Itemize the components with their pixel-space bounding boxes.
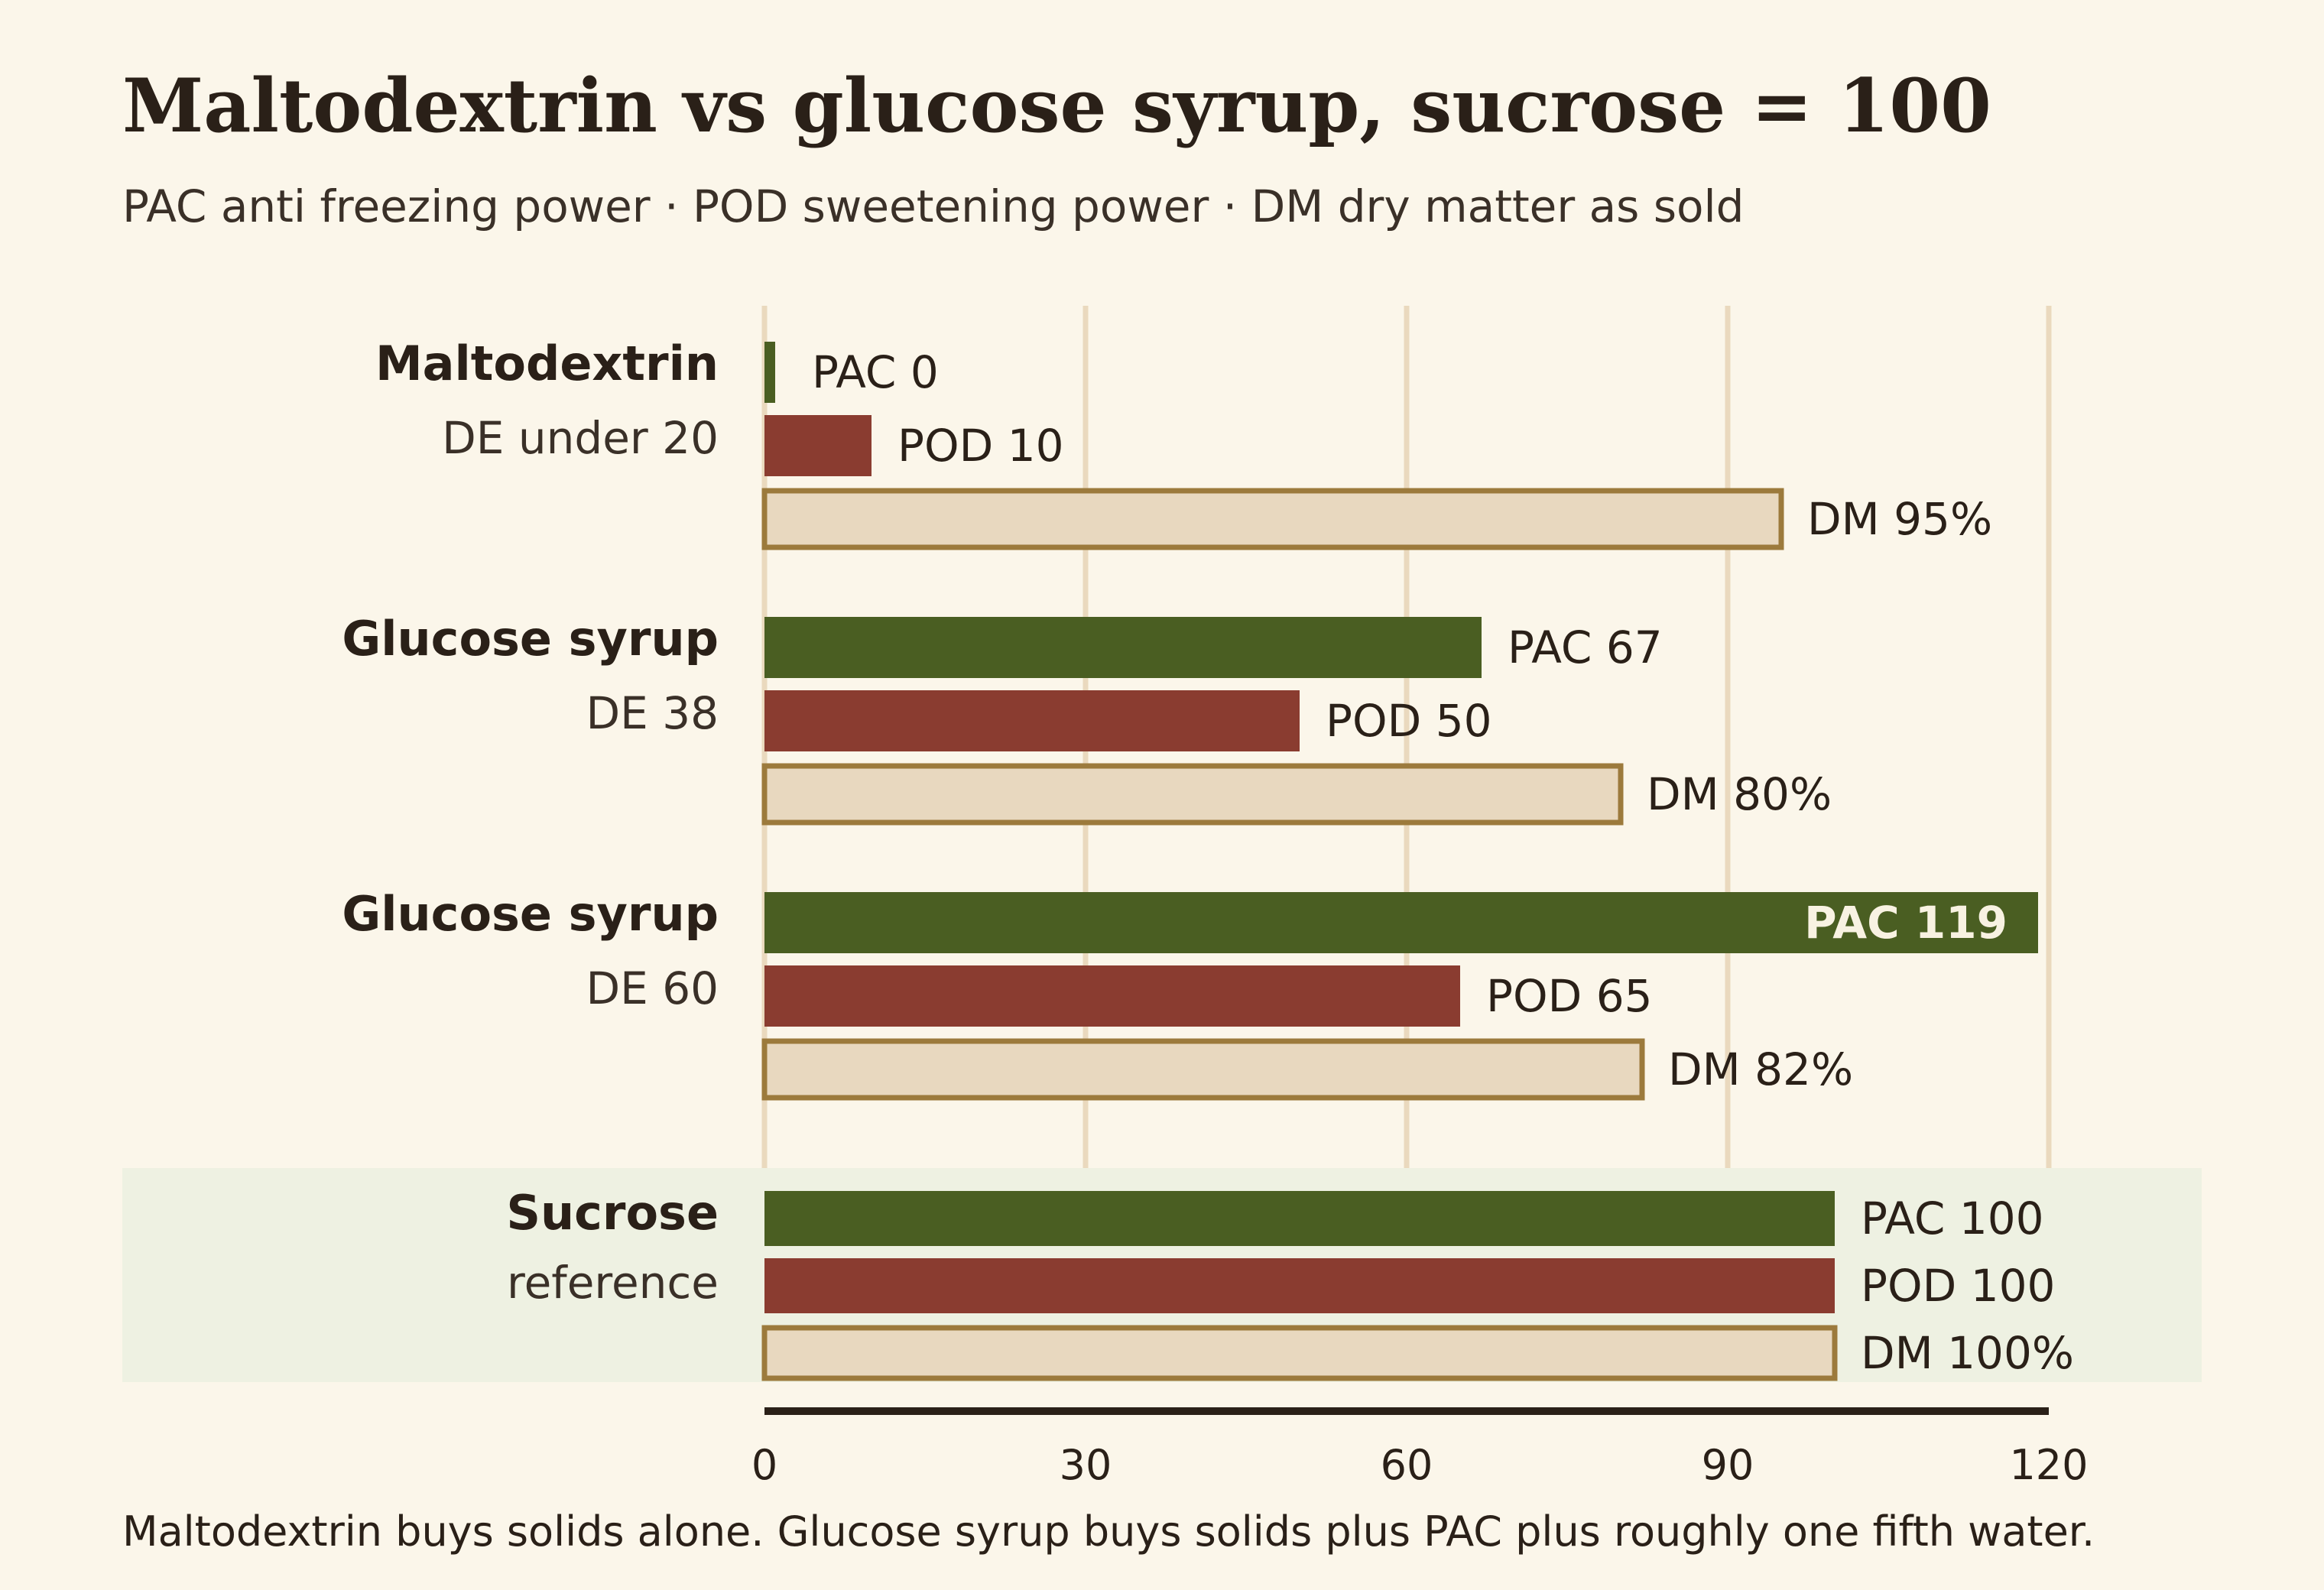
data-label: DM 80% [1647,768,1832,820]
data-label: DM 100% [1861,1327,2074,1379]
data-label: POD 100 [1861,1260,2055,1312]
bar-pac [764,342,775,403]
x-tick-label: 30 [1060,1441,1112,1489]
group-label: Glucose syrup [342,611,719,667]
bar-pac [764,892,2038,953]
data-label: DM 95% [1807,493,1992,545]
data-label: POD 10 [897,420,1064,472]
bar-pod [764,1258,1835,1313]
group-label: Glucose syrup [342,886,719,942]
bar-pod [764,965,1460,1027]
data-label: PAC 67 [1508,621,1663,673]
bar-dm [761,1038,1645,1101]
group-label: Sucrose [506,1185,719,1241]
bar-dm [761,1325,1838,1381]
x-tick-label: 120 [2009,1441,2088,1489]
bar-dm [761,488,1784,550]
x-tick-label: 0 [751,1441,777,1489]
data-label: DM 82% [1668,1043,1853,1095]
x-tick-label: 90 [1702,1441,1754,1489]
data-label: PAC 119 [1804,897,2008,949]
group-sublabel: DE 60 [586,962,719,1014]
group-sublabel: DE under 20 [442,412,719,464]
chart-subtitle: PAC anti freezing power · POD sweetening… [122,180,1745,232]
data-label: PAC 100 [1861,1192,2044,1244]
data-label: POD 50 [1326,695,1492,747]
x-tick-label: 60 [1381,1441,1433,1489]
data-label: PAC 0 [812,346,939,398]
data-label: POD 65 [1486,970,1653,1022]
bar-pod [764,415,872,476]
bar-dm [761,763,1624,826]
chart-title: Maltodextrin vs glucose syrup, sucrose =… [122,63,1991,149]
group-sublabel: reference [507,1257,719,1309]
chart-footnote: Maltodextrin buys solids alone. Glucose … [122,1507,2095,1556]
bar-pac [764,617,1482,678]
group-label: Maltodextrin [375,336,719,391]
bar-pod [764,690,1300,751]
bar-pac [764,1191,1835,1246]
group-sublabel: DE 38 [586,687,719,739]
